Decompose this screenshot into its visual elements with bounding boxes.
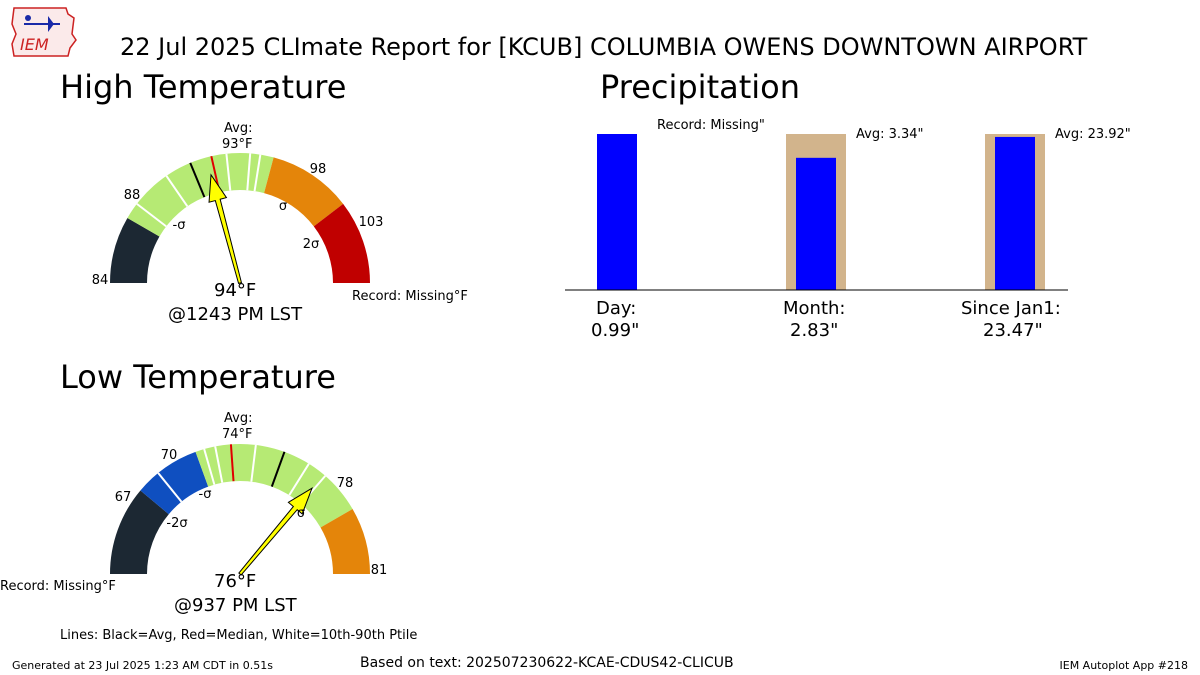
report-title: 22 Jul 2025 CLImate Report for [KCUB] CO… [120, 33, 1088, 61]
precip-day-annotation: Record: Missing" [657, 118, 765, 133]
gauge-segment [110, 490, 169, 574]
average-line [270, 451, 286, 487]
gauge-segment [127, 153, 274, 237]
percentile-line [250, 444, 257, 482]
percentile-line [288, 463, 310, 496]
precip-month-label: Month: [783, 298, 846, 319]
observed-bar [995, 136, 1035, 290]
lines-legend: Lines: Black=Avg, Red=Median, White=10th… [60, 628, 418, 643]
percentile-line [246, 153, 252, 191]
high-tick-label: 84 [92, 273, 109, 288]
low-observed-value: 76°F [214, 571, 257, 592]
high-tick-label: 103 [359, 215, 384, 230]
low-sigma-label: -σ [199, 487, 212, 502]
gauge-segment [313, 203, 370, 283]
low-tick-label: 78 [337, 476, 354, 491]
footer-generated: Generated at 23 Jul 2025 1:23 AM CDT in … [12, 659, 273, 672]
low-sigma-label: -2σ [166, 516, 187, 531]
gauge-segment [110, 218, 160, 283]
gauge-segment [264, 157, 344, 227]
gauge-needle [238, 487, 313, 576]
high-sigma-label: σ [279, 199, 287, 214]
high-observed-time: @1243 PM LST [168, 304, 303, 325]
high-tick-label: 98 [310, 162, 327, 177]
footer-source-text: Based on text: 202507230622-KCAE-CDUS42-… [360, 655, 734, 671]
low-tick-label: 81 [371, 563, 388, 578]
observed-bar [796, 157, 836, 290]
logo-text: IEM [20, 35, 49, 54]
gauge-segment [195, 444, 353, 528]
percentile-line [214, 446, 224, 483]
low-tick-label: 70 [161, 448, 178, 463]
precip-day-label: Day: [596, 298, 637, 319]
percentile-line [253, 154, 262, 192]
observed-bar [597, 134, 637, 290]
gauge-segment [140, 451, 209, 515]
footer-app-id: IEM Autoplot App #218 [1059, 659, 1189, 672]
median-line [229, 444, 235, 482]
high-tick-label: 88 [124, 188, 141, 203]
precip-month-value: 2.83" [790, 320, 839, 341]
high-avg-value: 93°F [222, 137, 253, 152]
gauge-needle [208, 173, 243, 284]
precip-title: Precipitation [600, 68, 801, 106]
iem-logo: IEM [11, 7, 77, 57]
precip-day-value: 0.99" [591, 320, 640, 341]
percentile-line [165, 175, 189, 207]
high-avg-label: Avg: [224, 121, 253, 136]
low-tick-label: 67 [115, 490, 132, 505]
precip-month-annotation: Avg: 3.34" [856, 127, 924, 142]
high-temp-title: High Temperature [60, 68, 347, 106]
precip-jan-annotation: Avg: 23.92" [1055, 127, 1131, 142]
low-record: Record: Missing°F [0, 579, 116, 594]
low-temp-title: Low Temperature [60, 358, 336, 396]
average-line [189, 162, 206, 198]
precip-jan-value: 23.47" [983, 320, 1043, 341]
low-avg-value: 74°F [222, 427, 253, 442]
high-observed-value: 94°F [214, 280, 257, 301]
percentile-line [203, 448, 216, 485]
percentile-line [225, 153, 232, 191]
precip-jan-label: Since Jan1: [961, 298, 1061, 319]
high-sigma-label: -σ [173, 218, 186, 233]
percentile-line [157, 472, 183, 503]
low-avg-label: Avg: [224, 411, 253, 426]
high-sigma-label: 2σ [303, 237, 320, 252]
percentile-line [136, 203, 167, 228]
low-sigma-label: σ [297, 506, 305, 521]
gauge-segment [320, 509, 370, 574]
high-record: Record: Missing°F [352, 289, 468, 304]
low-observed-time: @937 PM LST [174, 595, 297, 616]
